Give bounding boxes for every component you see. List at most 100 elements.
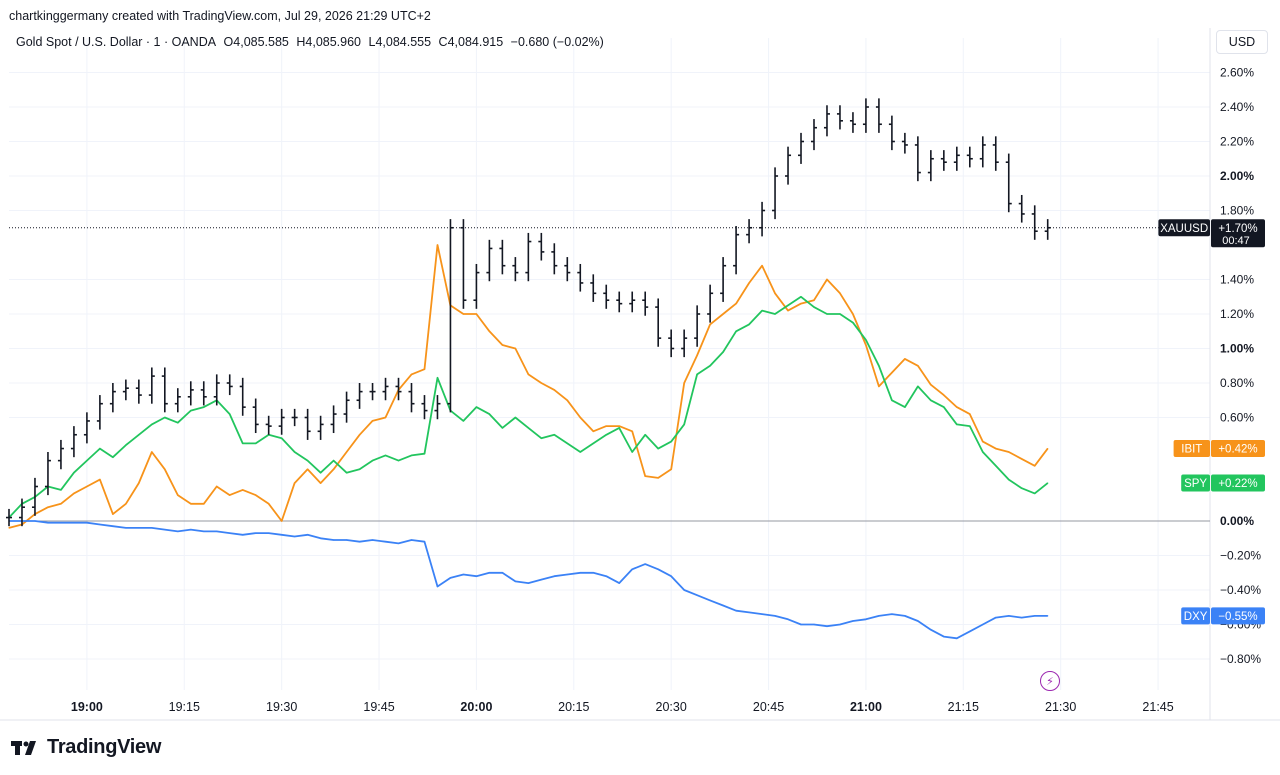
data-point-dxy [657,568,659,570]
data-point-ibit [514,347,516,350]
data-point-ibit [930,384,932,386]
data-point-dxy [60,522,62,524]
ohlc-bar [252,398,259,434]
ohlc-bar [694,305,701,347]
ohlc-bar [122,379,129,401]
data-point-spy [332,460,335,462]
data-point-ibit [956,406,958,408]
ohlc-bar [382,377,389,401]
data-point-dxy [566,573,568,576]
data-point-ibit [1047,447,1049,450]
data-point-ibit [852,313,854,315]
series-name-tag-bg [1158,219,1210,237]
data-point-spy [930,399,932,401]
x-axis-tick-label: 19:45 [363,700,394,714]
ohlc-bar [460,219,467,309]
data-point-ibit [203,503,205,505]
data-point-dxy [320,537,322,539]
ohlc-bar [707,284,714,323]
ohlc-bar [798,132,805,164]
ohlc-bar [1031,205,1038,240]
data-point-dxy [553,575,555,577]
data-point-ibit [917,365,919,367]
ohlc-bar [823,105,830,137]
data-point-dxy [995,617,997,619]
ohlc-bar [836,105,843,130]
data-point-dxy [281,534,283,536]
data-point-spy [203,406,205,408]
ohlc-bar [239,377,246,416]
data-point-ibit [164,468,166,470]
x-axis-tick-label: 21:30 [1045,700,1076,714]
data-point-dxy [1047,615,1049,617]
data-point-ibit [384,416,387,419]
ohlc-bar [18,498,25,527]
data-point-dxy [190,529,192,531]
ohlc-bar [966,146,973,168]
data-point-spy [904,406,906,408]
data-point-ibit [644,475,646,477]
data-point-dxy [943,635,945,638]
data-point-dxy [800,623,802,626]
ohlc-bar [395,377,402,401]
data-point-spy [1021,487,1023,489]
data-point-ibit [423,368,426,370]
ohlc-bar [551,243,558,275]
data-point-dxy [1034,615,1036,617]
ohlc-bar [810,119,817,151]
data-point-dxy [177,530,179,532]
tradingview-logo[interactable]: TradingView [11,736,161,759]
ohlc-bar [161,367,168,413]
data-point-spy [982,451,984,453]
data-point-spy [255,442,257,444]
data-point-spy [943,406,945,408]
last-value-label-ibit: IBIT +0.42% [1173,440,1265,458]
data-point-ibit [722,313,724,315]
data-point-spy [436,377,439,379]
ohlc-bar [200,381,207,406]
data-point-dxy [371,539,374,541]
data-point-spy [787,304,789,306]
data-point-ibit [125,503,127,505]
data-point-ibit [748,282,750,284]
ohlc-bar [953,146,960,171]
data-point-spy [1047,482,1049,484]
y-axis-tick-label: 2.60% [1220,66,1254,80]
data-point-dxy [683,589,685,591]
data-point-spy [852,322,854,324]
data-point-dxy [475,575,478,577]
data-point-spy [839,313,841,315]
data-point-ibit [475,313,478,315]
data-point-spy [735,330,737,332]
ohlc-bar [772,167,779,220]
y-axis-tick-label: −0.20% [1220,549,1261,563]
data-point-spy [462,420,465,422]
data-point-dxy [397,542,400,545]
data-point-ibit [332,468,335,470]
ohlc-bar [6,508,12,527]
ohlc-bar [421,395,428,420]
ohlc-high: H4,085.960 [296,35,362,49]
data-point-spy [631,451,633,453]
ohlc-bar [317,415,324,440]
ohlc-bar [655,298,662,347]
data-point-ibit [462,313,465,315]
ohlc-bar [148,367,155,404]
series-name-tag: IBIT [1181,444,1202,456]
data-point-ibit [99,479,101,481]
ohlc-bar [213,374,220,406]
currency-unit-button[interactable]: USD [1216,30,1268,54]
data-point-dxy [540,579,542,581]
data-point-dxy [294,535,296,538]
ohlc-bar [135,379,142,404]
ohlc-bar [875,98,882,133]
data-point-spy [358,468,361,470]
series-dxy [8,520,1049,640]
data-point-spy [696,373,698,375]
data-point-dxy [709,599,711,601]
economic-event-icon[interactable]: ⚡ [1040,671,1060,691]
x-axis-tick-label: 19:15 [169,700,200,714]
data-point-dxy [268,532,270,534]
data-point-spy [657,447,659,450]
